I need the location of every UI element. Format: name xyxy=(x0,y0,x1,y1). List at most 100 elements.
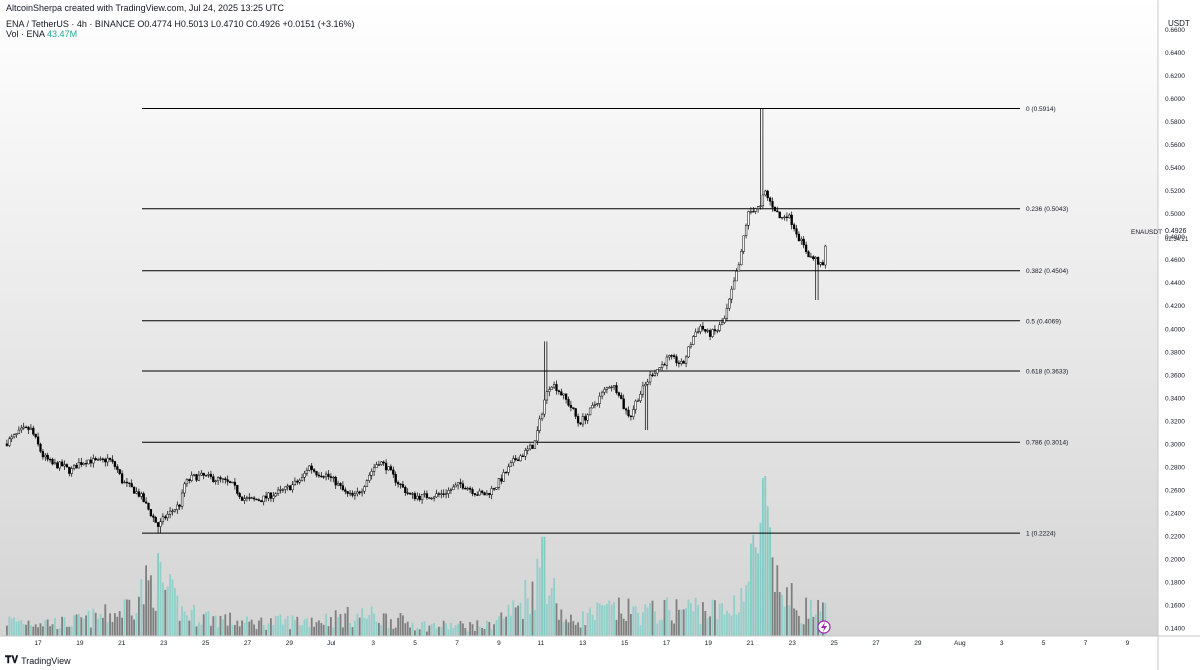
volume-bar xyxy=(493,624,495,636)
candle-body xyxy=(70,468,73,474)
volume-bar xyxy=(205,612,207,636)
volume-bar xyxy=(517,605,519,636)
time-tick-label: 9 xyxy=(497,640,501,647)
candle-body xyxy=(176,504,179,510)
volume-bar xyxy=(709,616,711,636)
candle-body xyxy=(780,217,784,219)
fibonacci-retracement[interactable]: 0 (0.5914) 0.236 (0.5043) 0.382 (0.4504) 0.… xyxy=(142,106,1068,538)
candlesticks[interactable] xyxy=(5,108,827,534)
volume-bar xyxy=(507,604,510,636)
candle-body xyxy=(612,385,616,388)
volume-bar xyxy=(538,567,541,636)
candle-body xyxy=(27,426,30,430)
candle-body xyxy=(514,458,517,461)
candle-body xyxy=(358,491,361,494)
volume-bar xyxy=(409,627,411,636)
candle-body xyxy=(744,224,748,236)
volume-bar xyxy=(716,619,719,636)
volume-bar xyxy=(694,597,697,636)
price-axis-ticks[interactable]: 0.6600 0.6400 0.6200 0.6000 0.5800 0.5600 0.54… xyxy=(1165,27,1185,633)
candle-body xyxy=(665,356,669,366)
candle-body xyxy=(550,386,553,390)
volume-bar xyxy=(666,597,668,636)
candle-body xyxy=(528,444,532,450)
time-axis-ticks[interactable]: 17 19 21 23 25 27 29 Jul 3 5 7 9 11 13 15 17 19 21 23 25 27 2… xyxy=(34,640,1129,647)
candle-body xyxy=(725,307,729,319)
volume-bar xyxy=(766,506,769,636)
candle-body xyxy=(144,501,148,504)
symbol-ohlc-line[interactable]: ENA / TetherUS · 4h · BINANCE O0.4774 H0… xyxy=(6,19,355,29)
time-tick-label: 27 xyxy=(244,640,252,647)
candle-body xyxy=(569,405,573,408)
volume-bar xyxy=(169,573,171,636)
volume-bar xyxy=(178,620,181,636)
volume-bar xyxy=(241,620,243,636)
candle-body xyxy=(584,416,587,421)
volume-bar xyxy=(370,606,373,636)
volume-bar xyxy=(680,609,683,636)
volume-bar xyxy=(123,599,126,636)
volume-bar xyxy=(498,616,500,636)
volume-bar xyxy=(678,609,680,636)
candle-body xyxy=(368,475,371,481)
volume-bar xyxy=(284,618,287,636)
price-tick-label: 0.5800 xyxy=(1165,119,1185,126)
candle-body xyxy=(812,256,815,259)
volume-bar xyxy=(658,620,661,636)
volume-bar xyxy=(166,586,169,636)
volume-bar xyxy=(306,618,308,636)
candle-body xyxy=(711,329,714,337)
time-tick-label: 21 xyxy=(118,640,126,647)
candle-body xyxy=(315,471,318,476)
replay-icon[interactable] xyxy=(817,620,831,634)
candle-body xyxy=(483,492,486,496)
volume-bar xyxy=(574,624,577,636)
candle-body xyxy=(435,493,438,498)
candle-body xyxy=(221,478,225,480)
volume-bar xyxy=(270,618,272,636)
candle-body xyxy=(48,458,52,461)
time-tick-label: 23 xyxy=(160,640,168,647)
candle-body xyxy=(123,481,126,484)
candle-body xyxy=(370,471,373,476)
volume-legend[interactable]: Vol · ENA 43.47M xyxy=(6,29,77,39)
candle-body xyxy=(792,224,796,229)
fib-level-label: 0.5 (0.4069) xyxy=(1026,318,1061,325)
candle-body xyxy=(622,398,625,410)
candle-body xyxy=(543,399,546,415)
volume-bar xyxy=(735,614,738,636)
volume-bar xyxy=(330,617,332,636)
candle-body xyxy=(202,472,205,476)
tradingview-brand[interactable]: 𝐓𝐕 TradingView xyxy=(5,655,71,666)
candle-body xyxy=(562,393,565,396)
volume-bar xyxy=(661,619,663,636)
candle-body xyxy=(512,458,515,463)
candle-body xyxy=(341,485,345,491)
volume-bar xyxy=(714,600,716,636)
volume-bar xyxy=(433,622,435,636)
candle-body xyxy=(641,385,645,395)
volume-bar xyxy=(27,620,30,636)
volume-bar xyxy=(380,625,383,636)
volume-bar xyxy=(226,625,229,636)
volume-bar xyxy=(354,620,356,636)
candle-body xyxy=(231,481,234,484)
candle-body xyxy=(94,458,97,461)
volume-bar xyxy=(615,619,618,636)
volume-bar xyxy=(303,619,306,636)
volume-bar xyxy=(634,606,637,636)
candle-body xyxy=(466,487,469,490)
volume-bar xyxy=(30,625,32,636)
volume-bar xyxy=(591,614,594,636)
fib-level-label: 0.786 (0.3014) xyxy=(1026,440,1068,447)
candle-body xyxy=(699,325,702,332)
candle-body xyxy=(96,459,100,461)
candle-body xyxy=(82,462,85,465)
volume-bar xyxy=(524,579,527,636)
candle-body xyxy=(651,374,654,377)
candle-body xyxy=(351,492,354,496)
volume-bar xyxy=(582,611,584,636)
candle-body xyxy=(447,490,450,494)
volume-bar xyxy=(526,598,529,636)
